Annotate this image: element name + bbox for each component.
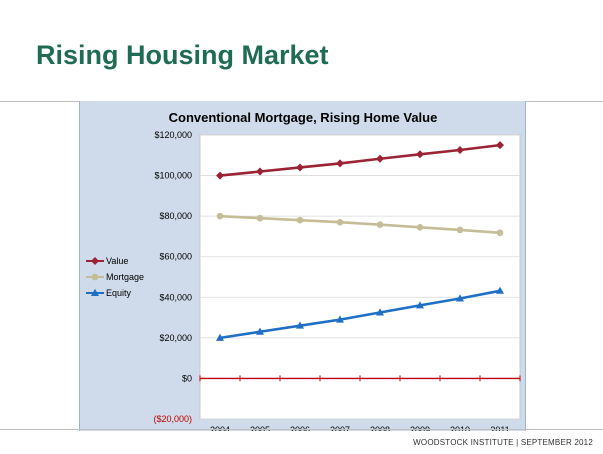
y-tick-label: $100,000: [154, 171, 192, 181]
plot-area: [199, 134, 521, 420]
legend-marker: [91, 288, 99, 296]
mortgage-point: [336, 218, 344, 226]
mortgage-point: [256, 214, 264, 222]
slide-title: Rising Housing Market: [36, 40, 329, 70]
value-point: [216, 171, 224, 180]
x-tick-label: 2010: [450, 425, 470, 431]
y-tick-label: $40,000: [159, 292, 192, 302]
legend-item-equity: Equity: [86, 288, 132, 298]
x-tick-label: 2011: [490, 425, 509, 431]
legend-marker: [91, 273, 99, 281]
mortgage-point: [456, 226, 464, 234]
mortgage-point: [416, 224, 424, 231]
series-mortgage: [216, 212, 504, 237]
value-point: [496, 141, 504, 150]
y-tick-label: $20,000: [159, 333, 192, 343]
equity-point: [216, 333, 224, 341]
equity-point: [336, 315, 344, 323]
value-point: [256, 167, 264, 176]
mortgage-point: [496, 229, 504, 237]
value-point: [296, 163, 304, 172]
legend-label: Mortgage: [106, 272, 144, 282]
x-tick-label: 2009: [410, 425, 430, 431]
y-tick-label: ($20,000): [153, 414, 192, 424]
equity-point: [256, 327, 264, 335]
value-line: [219, 143, 501, 177]
y-tick-label: $120,000: [154, 130, 192, 140]
series-equity: [216, 286, 504, 341]
legend-label: Value: [106, 256, 128, 266]
equity-point: [456, 294, 464, 302]
mortgage-point: [376, 221, 384, 228]
equity-line: [219, 289, 501, 340]
y-tick-label: $80,000: [159, 211, 192, 221]
chart-panel: Conventional Mortgage, Rising Home Value…: [79, 101, 526, 431]
legend: Value Mortgage Equity: [86, 256, 144, 298]
mortgage-point: [216, 212, 224, 220]
x-tick-label: 2005: [250, 425, 270, 431]
equity-point: [376, 308, 384, 316]
mortgage-point: [296, 216, 304, 224]
axes: ($20,000) $0 $20,000 $40,000 $60,000 $80,000 $…: [153, 130, 521, 431]
legend-label: Equity: [106, 288, 132, 298]
legend-marker: [91, 257, 99, 265]
equity-point: [296, 321, 304, 329]
value-point: [376, 154, 384, 163]
x-tick-label: 2004: [210, 425, 230, 431]
series: [216, 141, 504, 341]
series-value: [216, 141, 504, 180]
value-point: [456, 146, 464, 155]
gridlines: [200, 134, 520, 420]
equity-point: [416, 301, 424, 309]
value-point: [416, 150, 424, 159]
footer-divider: [0, 429, 603, 430]
line-chart: Conventional Mortgage, Rising Home Value…: [86, 110, 521, 431]
footer-text: WOODSTOCK INSTITUTE | SEPTEMBER 2012: [413, 438, 593, 447]
x-tick-label: 2007: [330, 425, 350, 431]
x-tick-label: 2008: [370, 425, 390, 431]
mortgage-line: [219, 214, 501, 235]
y-tick-label: $0: [182, 373, 192, 383]
legend-item-mortgage: Mortgage: [86, 272, 144, 282]
y-tick-label: $60,000: [159, 252, 192, 262]
legend-item-value: Value: [86, 256, 128, 266]
chart-title: Conventional Mortgage, Rising Home Value: [169, 110, 438, 125]
value-point: [336, 159, 344, 168]
equity-point: [496, 286, 504, 294]
x-tick-label: 2006: [290, 425, 310, 431]
